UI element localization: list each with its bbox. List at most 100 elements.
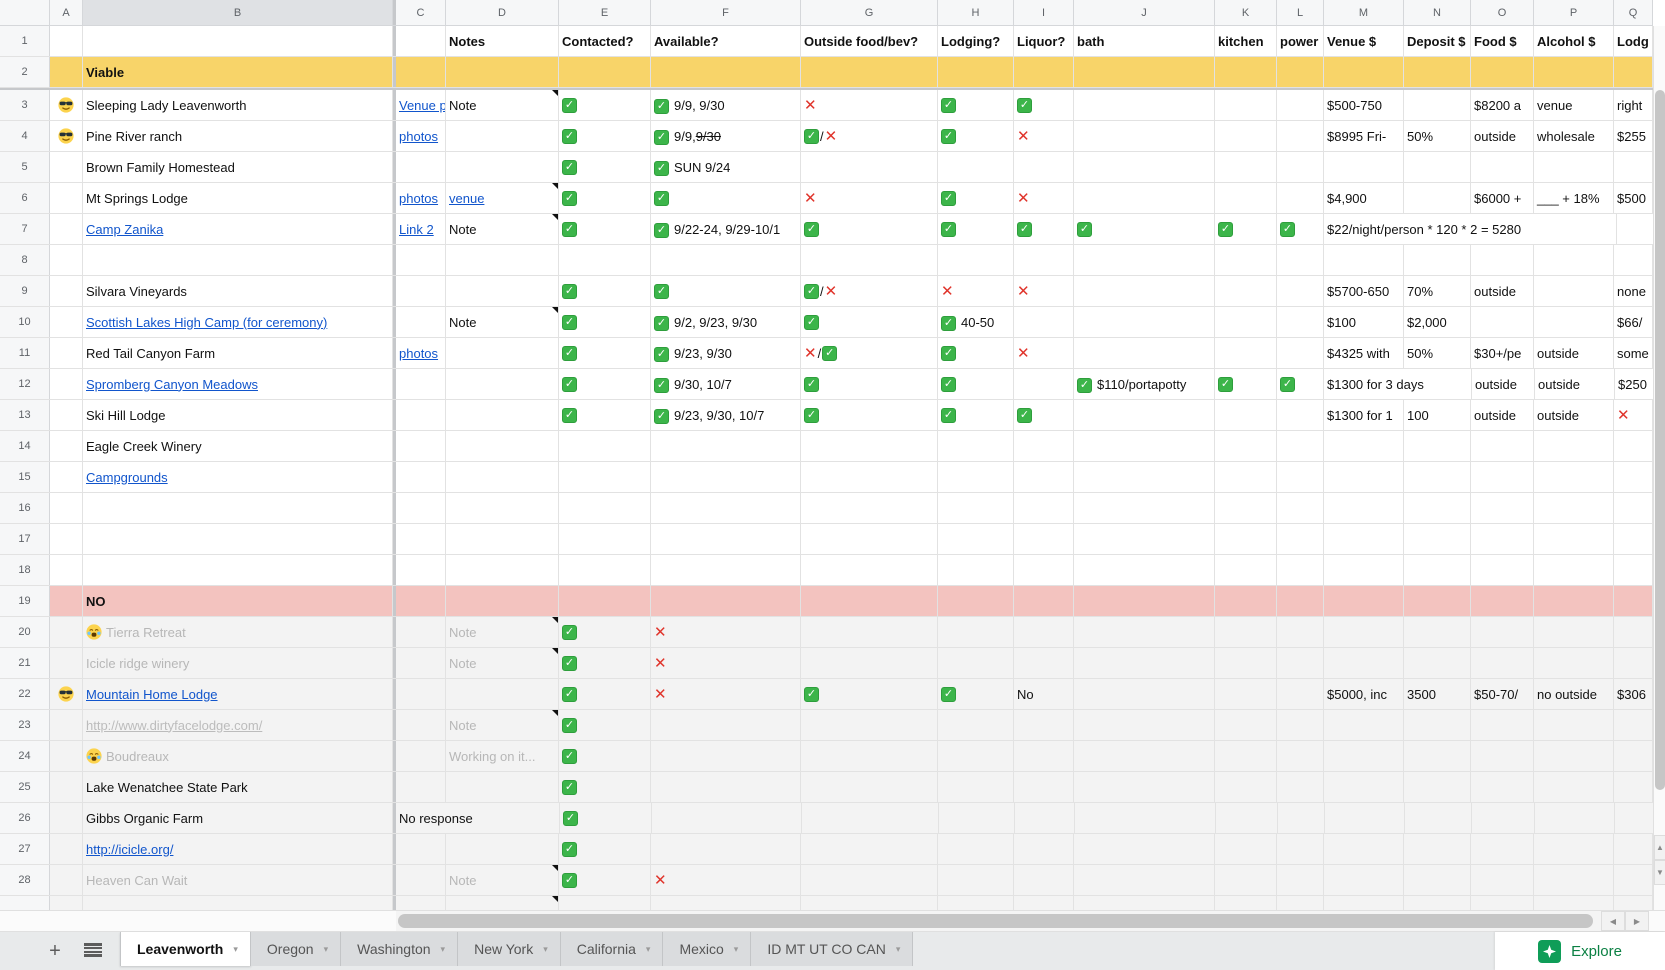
cell-B13[interactable]: Ski Hill Lodge — [83, 400, 393, 430]
cell-O29[interactable] — [1471, 896, 1534, 910]
cell-K3[interactable] — [1215, 90, 1277, 120]
cell-A23[interactable] — [50, 710, 83, 740]
cell-O19[interactable] — [1471, 586, 1534, 616]
cell-H21[interactable] — [938, 648, 1014, 678]
vertical-scrollbar[interactable]: ▲ ▼ — [1653, 26, 1665, 910]
cell-Q21[interactable] — [1614, 648, 1653, 678]
cell-D27[interactable] — [446, 834, 559, 864]
cell-N17[interactable] — [1404, 524, 1471, 554]
cell-H14[interactable] — [938, 431, 1014, 461]
cell-G1[interactable]: Outside food/bev? — [801, 26, 938, 56]
cell-F16[interactable] — [651, 493, 801, 523]
cell-O15[interactable] — [1471, 462, 1534, 492]
select-all-corner[interactable] — [0, 0, 50, 25]
cell-Q4[interactable]: $255 — [1614, 121, 1653, 151]
cell-A15[interactable] — [50, 462, 83, 492]
cell-Q17[interactable] — [1614, 524, 1653, 554]
cell-E3[interactable]: ✓ — [559, 90, 651, 120]
cell-P20[interactable] — [1534, 617, 1614, 647]
cell-N9[interactable]: 70% — [1404, 276, 1471, 306]
cell-I15[interactable] — [1014, 462, 1074, 492]
cell-M29[interactable] — [1324, 896, 1404, 910]
cell-K15[interactable] — [1215, 462, 1277, 492]
cell-K16[interactable] — [1215, 493, 1277, 523]
cell-K4[interactable] — [1215, 121, 1277, 151]
cell-I19[interactable] — [1014, 586, 1074, 616]
cell-K11[interactable] — [1215, 338, 1277, 368]
cell-G25[interactable] — [801, 772, 938, 802]
cell-B16[interactable] — [83, 493, 393, 523]
cell-L11[interactable] — [1277, 338, 1324, 368]
cell-B18[interactable] — [83, 555, 393, 585]
cell-H11[interactable]: ✓ — [938, 338, 1014, 368]
cell-N14[interactable] — [1404, 431, 1471, 461]
cell-Q22[interactable]: $306 — [1614, 679, 1653, 709]
cell-K6[interactable] — [1215, 183, 1277, 213]
cell-D21[interactable]: Note — [446, 648, 559, 678]
cell-C17[interactable] — [396, 524, 446, 554]
col-header-L[interactable]: L — [1277, 0, 1324, 25]
cell-O28[interactable] — [1471, 865, 1534, 895]
cell-K12[interactable]: ✓ — [1215, 369, 1277, 399]
cell-B28[interactable]: Heaven Can Wait — [83, 865, 393, 895]
cell-M19[interactable] — [1324, 586, 1404, 616]
row-header-28[interactable]: 28 — [0, 865, 50, 895]
cell-J10[interactable] — [1074, 307, 1215, 337]
sheet-tab-leavenworth[interactable]: Leavenworth ▾ — [120, 932, 251, 966]
cell-P3[interactable]: venue — [1534, 90, 1614, 120]
cell-P14[interactable] — [1534, 431, 1614, 461]
cell-L23[interactable] — [1277, 710, 1324, 740]
cell-E17[interactable] — [559, 524, 651, 554]
cell-F10[interactable]: ✓ 9/2, 9/23, 9/30 — [651, 307, 801, 337]
row-header-10[interactable]: 10 — [0, 307, 50, 337]
cell-D5[interactable] — [446, 152, 559, 182]
cell-K22[interactable] — [1215, 679, 1277, 709]
cell-N27[interactable] — [1404, 834, 1471, 864]
cell-D25[interactable] — [446, 772, 559, 802]
cell-B2[interactable]: Viable — [83, 57, 393, 87]
cell-O4[interactable]: outside — [1471, 121, 1534, 151]
cell-C11[interactable]: photos — [396, 338, 446, 368]
cell-O21[interactable] — [1471, 648, 1534, 678]
cell-I25[interactable] — [1014, 772, 1074, 802]
cell-L15[interactable] — [1277, 462, 1324, 492]
cell-N10[interactable]: $2,000 — [1404, 307, 1471, 337]
cell-B3[interactable]: Sleeping Lady Leavenworth — [83, 90, 393, 120]
cell-M5[interactable] — [1324, 152, 1404, 182]
cell-H2[interactable] — [938, 57, 1014, 87]
cell-J3[interactable] — [1074, 90, 1215, 120]
cell-O2[interactable] — [1471, 57, 1534, 87]
cell-P11[interactable]: outside — [1534, 338, 1614, 368]
cell-D16[interactable] — [446, 493, 559, 523]
cell-Q16[interactable] — [1614, 493, 1653, 523]
cell-C1[interactable] — [396, 26, 446, 56]
cell-M1[interactable]: Venue $ — [1324, 26, 1404, 56]
row-header-20[interactable]: 20 — [0, 617, 50, 647]
cell-P13[interactable]: outside — [1534, 400, 1614, 430]
cell-L7[interactable]: ✓ — [1277, 214, 1324, 244]
cell-L13[interactable] — [1277, 400, 1324, 430]
row-header-19[interactable]: 19 — [0, 586, 50, 616]
cell-J6[interactable] — [1074, 183, 1215, 213]
cell-I18[interactable] — [1014, 555, 1074, 585]
cell-P24[interactable] — [1534, 741, 1614, 771]
row-header-26[interactable]: 26 — [0, 803, 50, 833]
cell-F7[interactable]: ✓ 9/22-24, 9/29-10/1 — [651, 214, 801, 244]
cell-L8[interactable] — [1277, 245, 1324, 275]
cell-G22[interactable]: ✓ — [801, 679, 938, 709]
cell-Q7[interactable] — [1617, 214, 1653, 244]
cell-E15[interactable] — [559, 462, 651, 492]
cell-L27[interactable] — [1277, 834, 1324, 864]
explore-button[interactable]: Explore — [1495, 932, 1665, 970]
cell-C24[interactable] — [396, 741, 446, 771]
col-header-N[interactable]: N — [1404, 0, 1471, 25]
cell-O16[interactable] — [1471, 493, 1534, 523]
cell-M6[interactable]: $4,900 — [1324, 183, 1404, 213]
cell-P22[interactable]: no outside — [1534, 679, 1614, 709]
cell-L21[interactable] — [1277, 648, 1324, 678]
cell-K10[interactable] — [1215, 307, 1277, 337]
cell-E21[interactable]: ✓ — [559, 648, 651, 678]
cell-N4[interactable]: 50% — [1404, 121, 1471, 151]
cell-L6[interactable] — [1277, 183, 1324, 213]
cell-G5[interactable] — [801, 152, 938, 182]
